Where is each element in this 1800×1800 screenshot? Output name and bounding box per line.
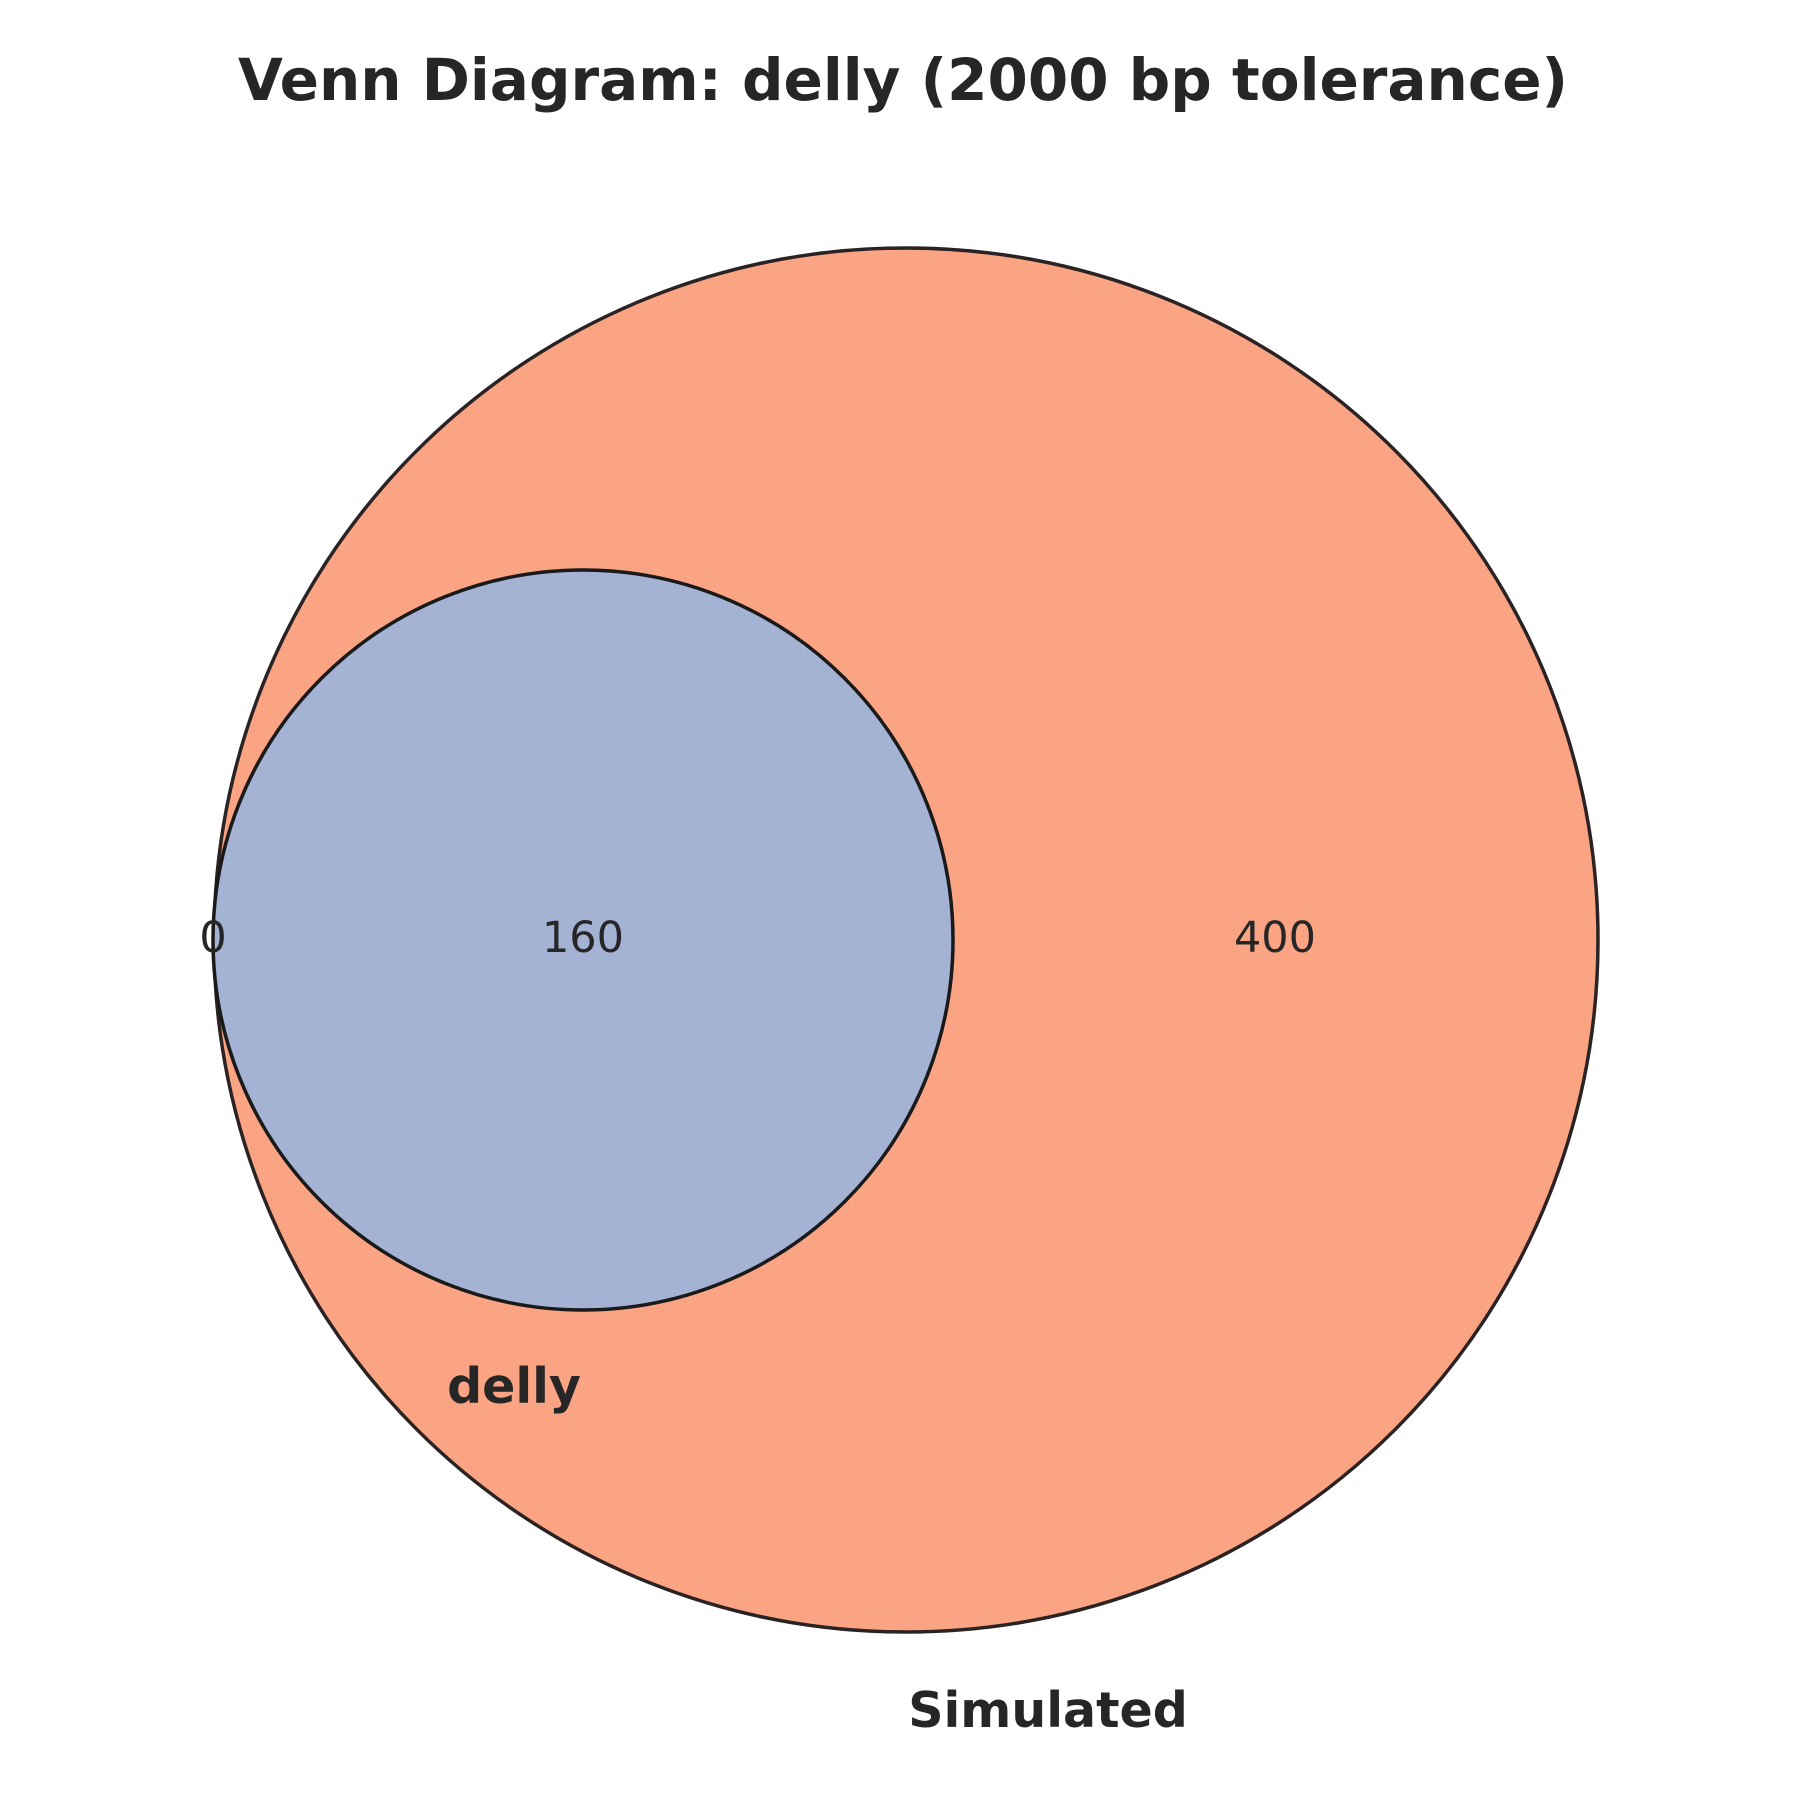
- intersection-count: 160: [542, 913, 624, 963]
- simulated-only-count: 400: [1234, 913, 1316, 963]
- simulated-set-label: Simulated: [908, 1682, 1188, 1739]
- delly-set-label: delly: [447, 1358, 581, 1415]
- delly-only-count: 0: [199, 913, 226, 963]
- chart-title: Venn Diagram: delly (2000 bp tolerance): [238, 46, 1568, 114]
- delly-set-circle: [211, 568, 955, 1312]
